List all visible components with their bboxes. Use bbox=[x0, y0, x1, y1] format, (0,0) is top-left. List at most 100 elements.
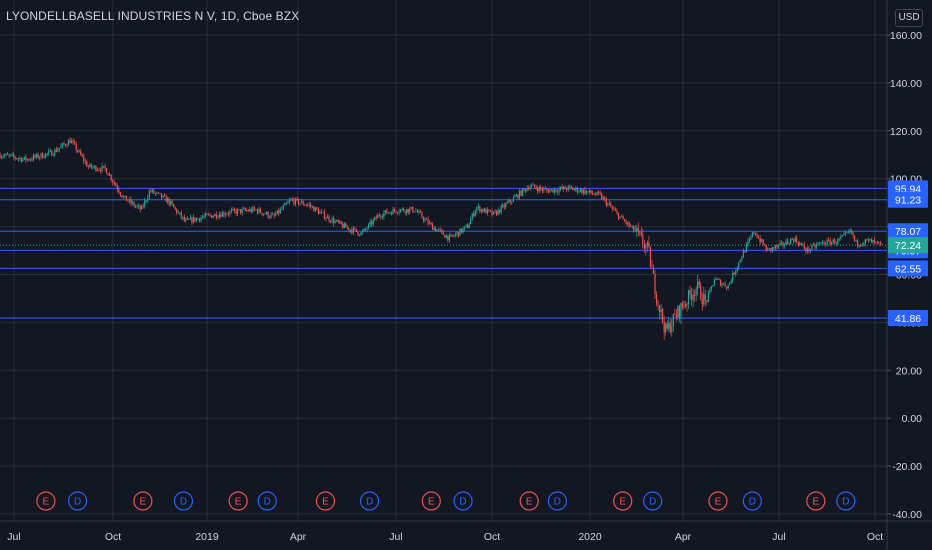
candle-body bbox=[556, 191, 559, 193]
candle-body bbox=[142, 205, 144, 207]
candle-body bbox=[445, 235, 447, 238]
candle-body bbox=[416, 211, 418, 213]
candle-body bbox=[109, 174, 111, 176]
candle-body bbox=[232, 208, 234, 211]
candle-body bbox=[314, 207, 316, 212]
candle-body bbox=[215, 213, 217, 218]
candle-body bbox=[37, 154, 39, 158]
candle-body bbox=[134, 205, 137, 207]
candle-body bbox=[26, 159, 29, 161]
candle-body bbox=[861, 244, 863, 246]
dividend-marker[interactable]: D bbox=[836, 491, 856, 511]
candle-body bbox=[206, 213, 208, 215]
candle-body bbox=[681, 303, 684, 307]
candle-body bbox=[596, 191, 598, 195]
candle-body bbox=[421, 212, 423, 218]
earnings-marker[interactable]: E bbox=[36, 491, 56, 511]
candle-body bbox=[166, 198, 169, 202]
candle-body bbox=[634, 230, 636, 232]
candle-body bbox=[764, 244, 766, 246]
candle-body bbox=[398, 211, 400, 213]
candle-body bbox=[265, 212, 268, 215]
candle-body bbox=[559, 186, 562, 190]
candle-body bbox=[730, 280, 732, 283]
candle-body bbox=[5, 153, 7, 156]
currency-button[interactable]: USD bbox=[895, 9, 923, 27]
candle-body bbox=[87, 166, 89, 168]
dividend-marker[interactable]: D bbox=[742, 491, 762, 511]
candle-body bbox=[587, 191, 589, 193]
candle-body bbox=[468, 224, 470, 228]
candle-body bbox=[20, 157, 22, 162]
candle-body bbox=[141, 205, 143, 210]
candle-body bbox=[665, 323, 667, 333]
candle-body bbox=[364, 228, 367, 230]
candle-body bbox=[817, 243, 819, 245]
candle-body bbox=[834, 239, 836, 244]
candle-body bbox=[67, 140, 70, 146]
candle-body bbox=[593, 193, 595, 195]
candle-body bbox=[794, 237, 796, 242]
candle-body bbox=[739, 260, 741, 262]
dividend-marker[interactable]: D bbox=[359, 491, 380, 511]
price-label-text: 41.86 bbox=[895, 313, 921, 325]
dividend-marker[interactable]: D bbox=[68, 491, 88, 511]
earnings-marker[interactable]: E bbox=[708, 491, 728, 511]
candle-body bbox=[387, 212, 390, 214]
candle-body bbox=[619, 216, 621, 219]
candle-body bbox=[640, 232, 642, 235]
candle-body bbox=[697, 281, 699, 289]
candle-body bbox=[186, 218, 188, 220]
candle-body bbox=[107, 173, 109, 176]
candle-body bbox=[742, 250, 744, 258]
candle-body bbox=[610, 203, 612, 207]
dividend-marker[interactable]: D bbox=[547, 491, 568, 511]
dividend-marker[interactable]: D bbox=[453, 491, 473, 511]
x-tick-label: Oct bbox=[867, 531, 883, 543]
candle-body bbox=[168, 198, 170, 205]
candle-body bbox=[735, 270, 737, 275]
candle-body bbox=[771, 247, 773, 251]
candle-body bbox=[779, 243, 781, 245]
candle-body bbox=[727, 284, 729, 289]
earnings-marker[interactable]: E bbox=[806, 491, 826, 511]
chart-title[interactable]: LYONDELLBASELL INDUSTRIES N V, 1D, Cboe … bbox=[6, 9, 300, 23]
event-label: D bbox=[74, 497, 81, 508]
dividend-marker[interactable]: D bbox=[257, 491, 277, 511]
candle-body bbox=[11, 154, 13, 156]
event-label: D bbox=[842, 497, 849, 508]
candle-body bbox=[808, 247, 810, 252]
earnings-marker[interactable]: E bbox=[133, 491, 153, 511]
candle-body bbox=[259, 208, 262, 213]
candle-body bbox=[48, 151, 50, 154]
earnings-marker[interactable]: E bbox=[315, 491, 336, 511]
candle-body bbox=[244, 208, 246, 211]
dividend-marker[interactable]: D bbox=[643, 491, 663, 511]
earnings-marker[interactable]: E bbox=[519, 491, 539, 511]
candle-body bbox=[290, 199, 292, 201]
candle-body bbox=[496, 211, 498, 215]
candle-body bbox=[748, 238, 751, 242]
candle-body bbox=[198, 218, 201, 221]
candle-body bbox=[591, 193, 594, 194]
candle-body bbox=[261, 212, 263, 215]
candle-body bbox=[70, 140, 73, 144]
event-circle bbox=[421, 491, 441, 511]
candle-body bbox=[608, 203, 610, 205]
earnings-marker[interactable]: E bbox=[613, 491, 633, 511]
candle-body bbox=[613, 208, 615, 210]
candle-body bbox=[106, 168, 108, 174]
earnings-marker[interactable]: E bbox=[228, 491, 248, 511]
candle-body bbox=[154, 193, 156, 194]
candle-body bbox=[553, 189, 556, 193]
earnings-marker[interactable]: E bbox=[421, 491, 441, 511]
candle-body bbox=[131, 202, 134, 204]
event-circle bbox=[173, 491, 194, 511]
dividend-marker[interactable]: D bbox=[173, 491, 194, 511]
candle-body bbox=[375, 217, 377, 219]
candle-body bbox=[823, 242, 825, 245]
candle-body bbox=[858, 245, 860, 246]
candle-body bbox=[576, 187, 578, 193]
candle-body bbox=[352, 228, 355, 233]
